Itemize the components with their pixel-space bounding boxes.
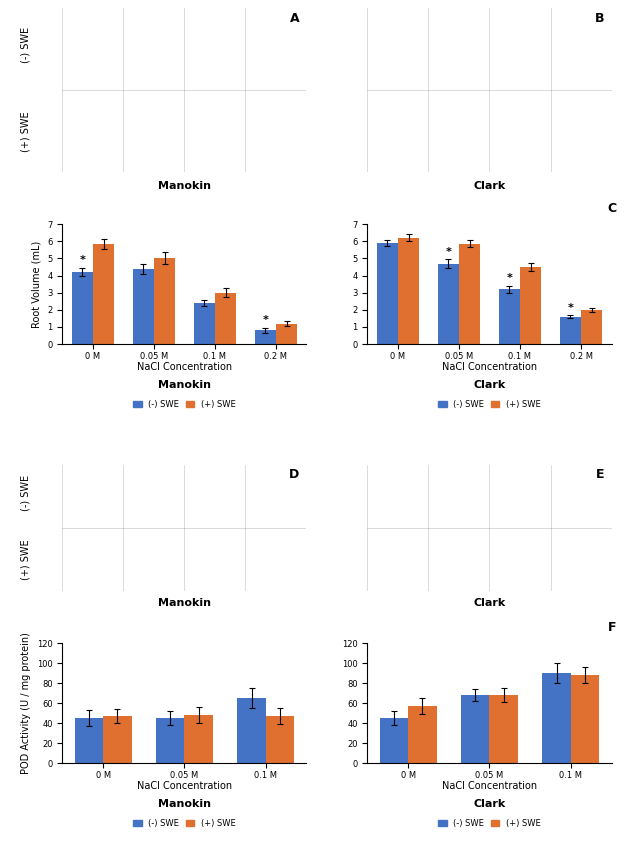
Text: Manokin: Manokin — [158, 181, 211, 191]
Legend: (-) SWE, (+) SWE: (-) SWE, (+) SWE — [438, 400, 540, 409]
Bar — [93, 244, 114, 344]
Text: Manokin: Manokin — [158, 380, 211, 390]
Bar — [520, 267, 542, 344]
Bar — [103, 717, 132, 763]
Legend: (-) SWE, (+) SWE: (-) SWE, (+) SWE — [438, 819, 540, 828]
Bar — [437, 263, 459, 344]
Bar — [132, 269, 154, 344]
X-axis label: NaCl Concentration: NaCl Concentration — [442, 362, 537, 372]
Bar — [542, 674, 571, 763]
Bar — [193, 303, 215, 344]
Bar — [461, 696, 489, 763]
Bar — [237, 698, 266, 763]
Text: (-) SWE: (-) SWE — [21, 475, 31, 511]
Text: *: * — [79, 256, 85, 266]
Text: *: * — [262, 315, 268, 325]
Bar — [459, 244, 480, 344]
Text: Manokin: Manokin — [158, 598, 211, 608]
Text: Clark: Clark — [474, 799, 505, 809]
Y-axis label: Root Volume (mL): Root Volume (mL) — [32, 241, 42, 328]
Bar — [398, 238, 419, 344]
Text: C: C — [607, 202, 617, 214]
Bar — [276, 324, 297, 344]
Text: D: D — [289, 468, 299, 481]
Bar — [72, 272, 93, 344]
Text: F: F — [608, 621, 617, 634]
Bar — [408, 706, 437, 763]
Bar — [499, 289, 520, 344]
Bar — [571, 675, 599, 763]
Bar — [75, 718, 103, 763]
Legend: (-) SWE, (+) SWE: (-) SWE, (+) SWE — [134, 400, 236, 409]
Text: Clark: Clark — [474, 598, 505, 608]
Text: *: * — [507, 273, 512, 283]
X-axis label: NaCl Concentration: NaCl Concentration — [137, 781, 232, 791]
Bar — [156, 718, 185, 763]
Bar — [255, 331, 276, 344]
Text: Clark: Clark — [474, 380, 505, 390]
Bar — [379, 718, 408, 763]
Bar — [377, 243, 398, 344]
Legend: (-) SWE, (+) SWE: (-) SWE, (+) SWE — [134, 819, 236, 828]
Bar — [560, 317, 581, 344]
Text: E: E — [596, 468, 604, 481]
Bar — [489, 696, 518, 763]
Text: Manokin: Manokin — [158, 799, 211, 809]
Text: *: * — [567, 303, 573, 313]
X-axis label: NaCl Concentration: NaCl Concentration — [137, 362, 232, 372]
Text: (+) SWE: (+) SWE — [21, 111, 31, 151]
Bar — [154, 258, 175, 344]
X-axis label: NaCl Concentration: NaCl Concentration — [442, 781, 537, 791]
Y-axis label: POD Activity (U / mg protein): POD Activity (U / mg protein) — [21, 632, 31, 774]
Text: (+) SWE: (+) SWE — [21, 540, 31, 580]
Text: B: B — [595, 12, 604, 24]
Bar — [185, 715, 213, 763]
Bar — [266, 717, 295, 763]
Text: Clark: Clark — [474, 181, 505, 191]
Bar — [215, 293, 236, 344]
Bar — [581, 309, 602, 344]
Text: (-) SWE: (-) SWE — [21, 26, 31, 62]
Text: A: A — [290, 12, 299, 24]
Text: *: * — [446, 247, 451, 257]
